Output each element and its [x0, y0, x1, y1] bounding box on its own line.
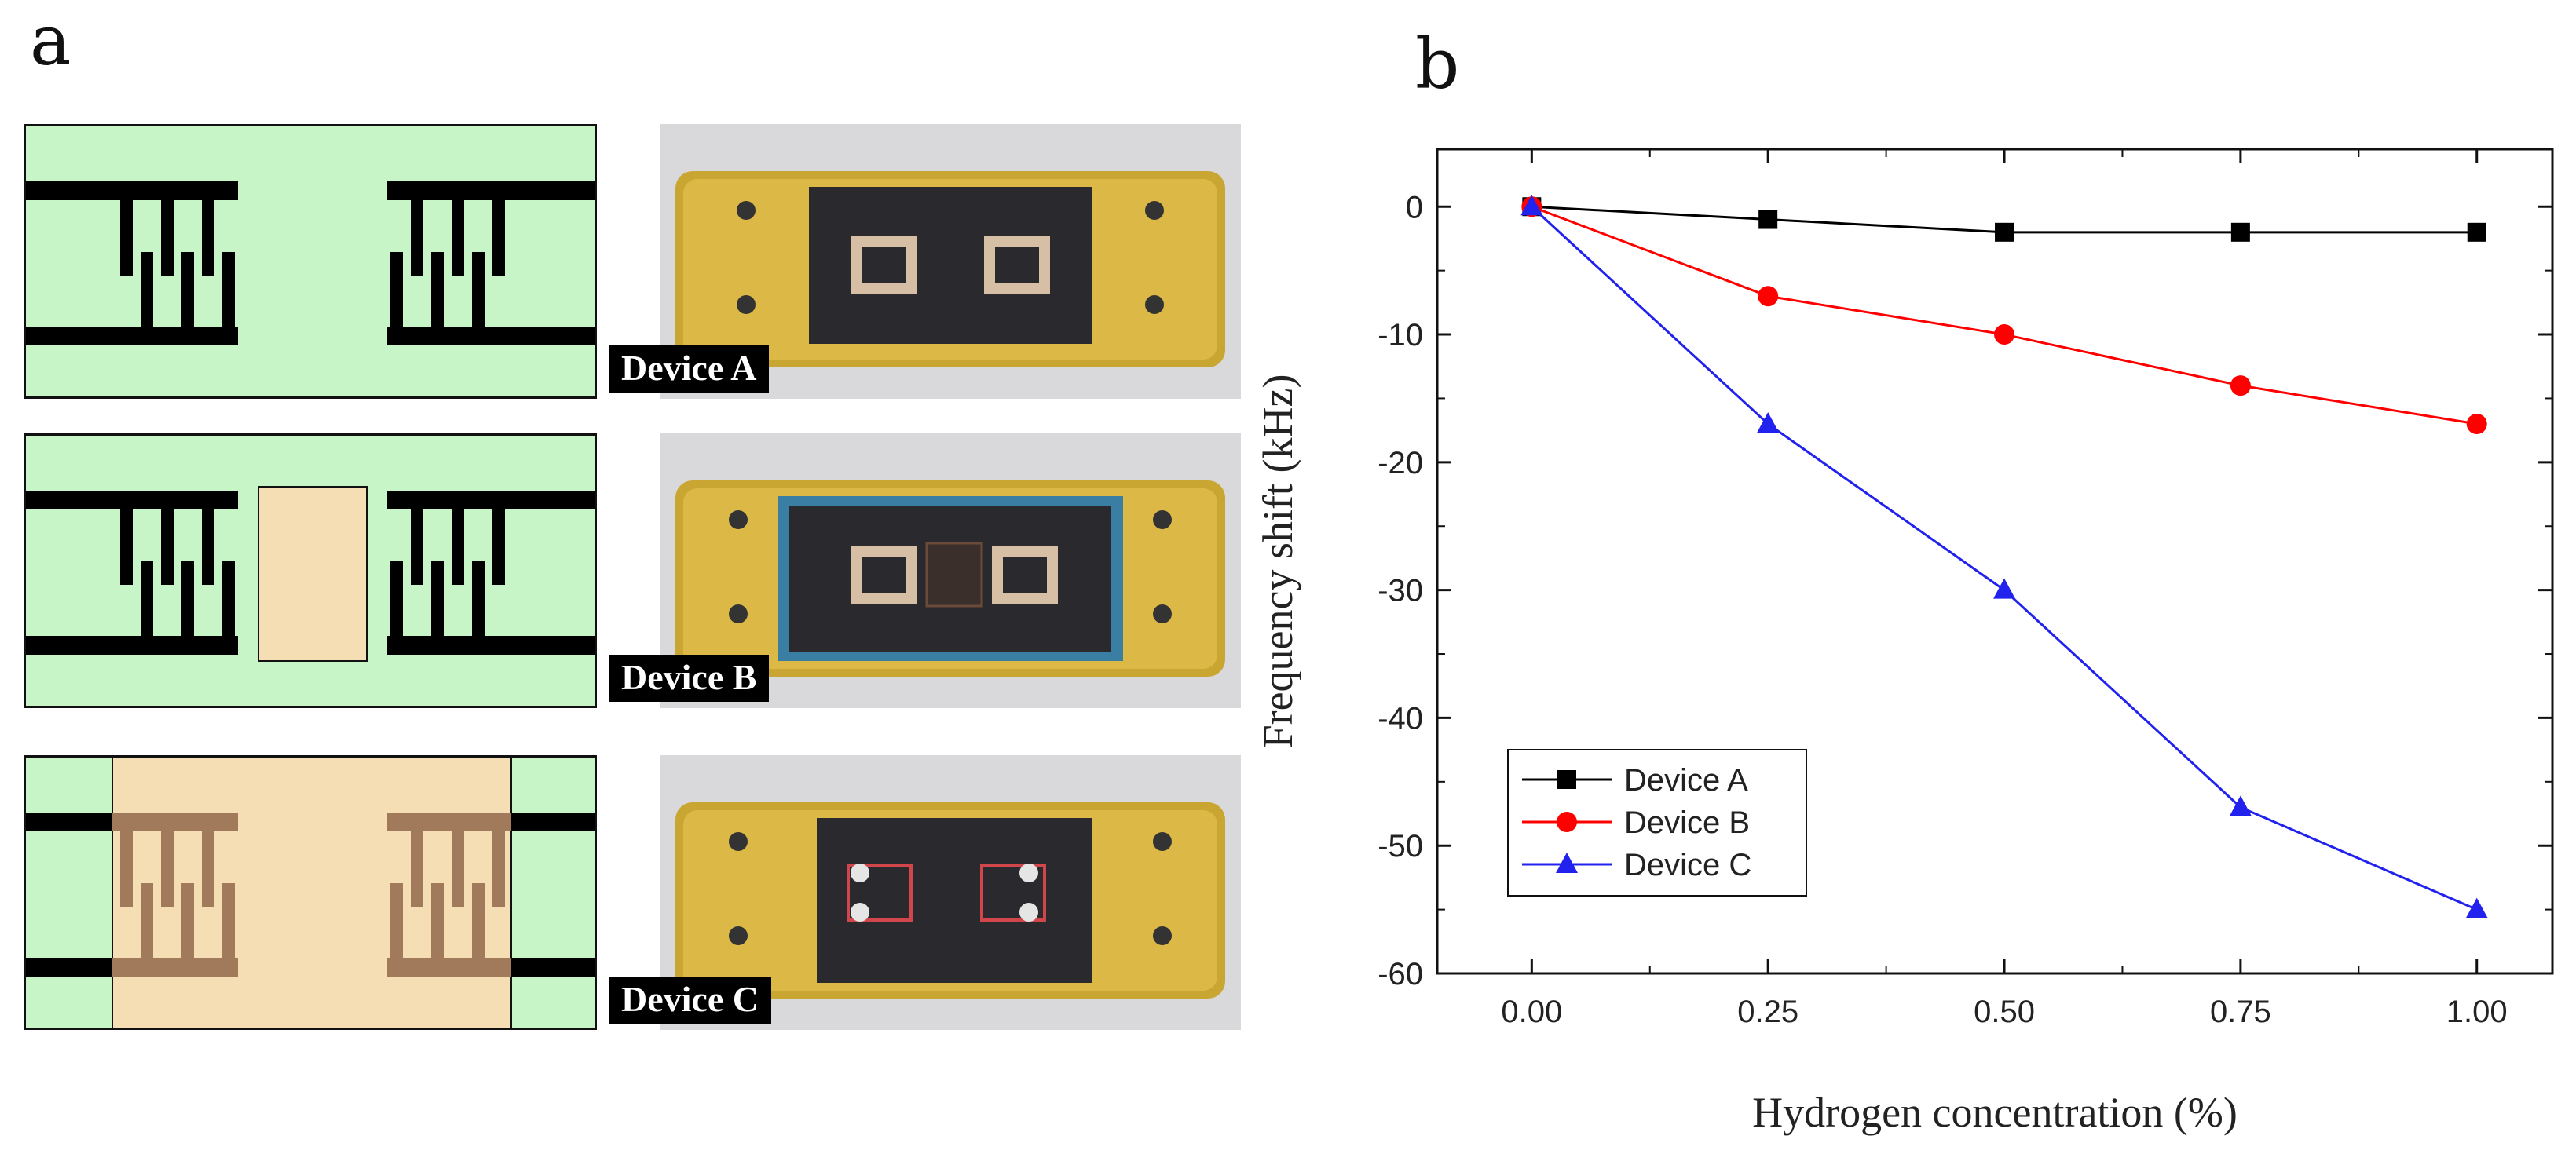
data-point-0-4	[2467, 222, 2486, 242]
device-c-label: Device C	[609, 977, 771, 1024]
data-point-2-4	[2465, 897, 2488, 918]
device-a-label: Device A	[609, 345, 770, 393]
data-point-2-0	[1520, 195, 1543, 216]
x-tick-label: 0.50	[1974, 995, 2035, 1029]
x-tick-label: 0.25	[1737, 995, 1798, 1029]
device-b-label: Device B	[609, 655, 770, 702]
data-point-2-2	[1993, 578, 2016, 599]
panel-b-letter: b	[1415, 24, 1460, 104]
schematic-a-graphic	[26, 181, 595, 345]
data-point-0-3	[2230, 222, 2250, 242]
x-tick-label: 0.75	[2210, 995, 2271, 1029]
y-axis-label: Frequency shift (kHz)	[1254, 374, 1301, 749]
legend-label-0: Device A	[1624, 763, 1748, 798]
x-tick-label: 0.00	[1501, 995, 1562, 1029]
frequency-shift-chart: 0 -10 -20 -30 -40 -50 -60 0.00 0.25 0.50 0.75 1.00 H…	[1254, 148, 2554, 1136]
data-point-2-3	[2229, 795, 2252, 816]
y-tick-label: -20	[1378, 446, 1423, 480]
data-point-0-2	[1995, 222, 2014, 242]
legend-marker-1	[1557, 812, 1577, 832]
y-tick-label: 0	[1406, 190, 1423, 225]
data-point-1-4	[2466, 414, 2487, 434]
panel-a-letter: a	[30, 0, 71, 81]
x-axis-label: Hydrogen concentration (%)	[1752, 1089, 2238, 1136]
data-point-1-2	[1994, 324, 2015, 345]
data-point-1-3	[2230, 375, 2251, 396]
y-tick-label: -30	[1378, 574, 1423, 608]
legend-marker-2	[1556, 853, 1578, 873]
schematic-b-graphic	[26, 486, 595, 662]
data-point-2-1	[1757, 412, 1780, 433]
legend-label-1: Device B	[1624, 805, 1750, 840]
data-point-1-1	[1758, 286, 1779, 307]
y-tick-label: -60	[1378, 957, 1423, 991]
y-tick-label: -10	[1378, 318, 1423, 352]
legend-marker-0	[1557, 770, 1576, 789]
plot-frame	[1436, 148, 2554, 975]
data-point-0-1	[1758, 210, 1778, 229]
legend-label-2: Device C	[1624, 848, 1751, 882]
y-tick-label: -50	[1378, 829, 1423, 864]
schematic-device-a	[24, 124, 597, 399]
y-tick-label: -40	[1378, 701, 1423, 736]
x-tick-label: 1.00	[2446, 995, 2508, 1029]
schematic-device-b	[24, 433, 597, 708]
schematic-device-c	[24, 755, 597, 1030]
schematic-c-graphic	[26, 758, 595, 1028]
